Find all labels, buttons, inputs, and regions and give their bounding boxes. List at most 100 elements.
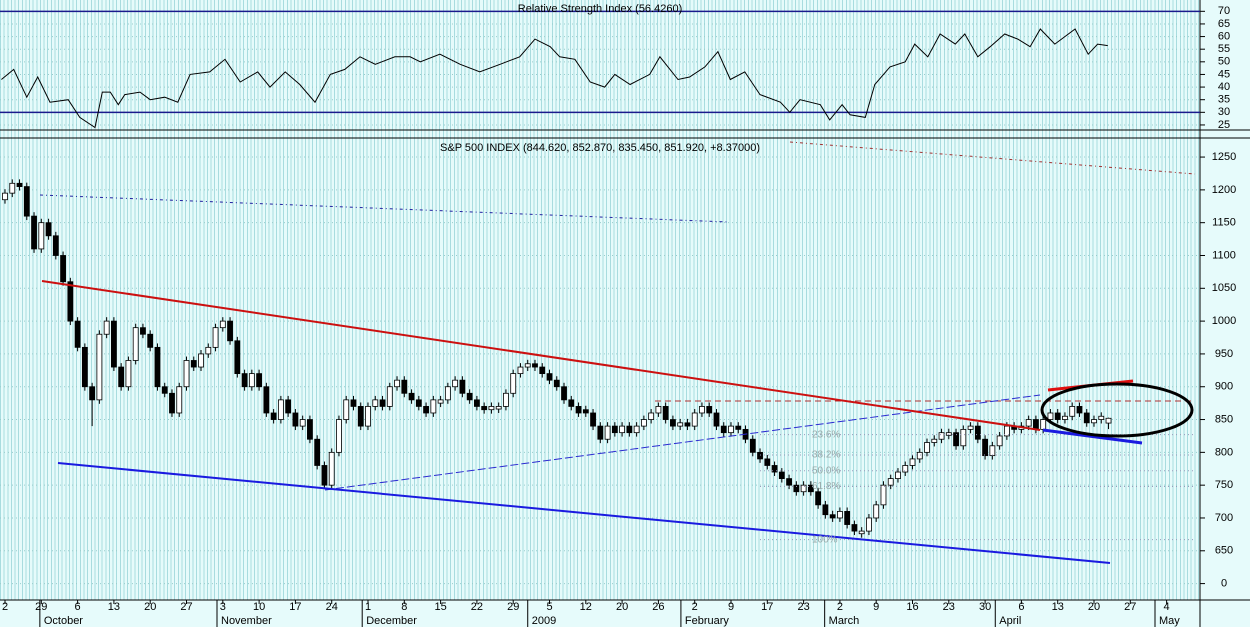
candle-body bbox=[677, 422, 684, 427]
candle-body bbox=[517, 366, 524, 375]
candle-body bbox=[895, 471, 901, 480]
candle-body bbox=[546, 373, 553, 381]
candle-body bbox=[67, 281, 74, 322]
candle-body bbox=[728, 425, 734, 434]
candle-body bbox=[495, 406, 502, 410]
candle-body bbox=[1054, 412, 1061, 420]
x-tick-label: 23 bbox=[797, 601, 809, 613]
candle-body bbox=[277, 399, 284, 420]
candle-body bbox=[778, 471, 785, 480]
x-tick-label: 30 bbox=[979, 601, 991, 613]
x-tick-label: 27 bbox=[1124, 601, 1136, 613]
y-tick-label: 850 bbox=[1215, 413, 1233, 425]
x-tick-label: 2 bbox=[2, 601, 8, 613]
candle-body bbox=[270, 412, 277, 420]
candle-body bbox=[248, 373, 255, 388]
y-tick-label: 750 bbox=[1215, 479, 1233, 491]
highlight-ellipse bbox=[1040, 382, 1194, 438]
candle-body bbox=[590, 412, 596, 427]
candle-body bbox=[415, 399, 422, 407]
trendline bbox=[57, 462, 1111, 564]
candle-body bbox=[299, 419, 306, 427]
candle-body bbox=[771, 465, 778, 473]
candle-body bbox=[23, 186, 30, 217]
x-tick-label: 2 bbox=[692, 601, 698, 613]
candle-body bbox=[604, 425, 611, 440]
y-tick-label: 50 bbox=[1218, 56, 1230, 68]
candle-body bbox=[314, 438, 321, 466]
candle-body bbox=[263, 386, 270, 414]
candle-body bbox=[945, 432, 952, 436]
candle-body bbox=[597, 425, 604, 440]
trendline bbox=[41, 280, 1041, 431]
x-tick-label: 13 bbox=[1052, 601, 1064, 613]
candle-body bbox=[510, 373, 517, 394]
month-label: May bbox=[1159, 615, 1180, 627]
x-tick-label: 6 bbox=[1018, 601, 1024, 613]
candle-body bbox=[684, 422, 691, 427]
candle-body bbox=[31, 215, 37, 250]
candle-body bbox=[909, 458, 916, 466]
candle-body bbox=[125, 360, 132, 388]
candle-body bbox=[691, 412, 698, 427]
candle-body bbox=[176, 386, 183, 414]
candle-body bbox=[815, 491, 822, 506]
candle-body bbox=[1083, 412, 1090, 424]
y-tick-label: 1000 bbox=[1212, 315, 1236, 327]
month-label: March bbox=[829, 615, 860, 627]
x-tick-label: 29 bbox=[507, 601, 519, 613]
candle-body bbox=[328, 451, 335, 486]
candle-body bbox=[307, 419, 313, 440]
candle-body bbox=[212, 327, 219, 348]
trendline bbox=[324, 394, 1041, 491]
candle-body bbox=[582, 409, 589, 414]
candle-body bbox=[1091, 419, 1097, 424]
candle-body bbox=[481, 406, 488, 411]
candle-body bbox=[735, 425, 742, 430]
candle-body bbox=[757, 451, 763, 460]
candle-body bbox=[699, 406, 705, 414]
candle-body bbox=[611, 425, 618, 434]
y-tick-label: 900 bbox=[1215, 381, 1233, 393]
candle-body bbox=[996, 435, 1003, 447]
candle-body bbox=[343, 399, 350, 420]
y-tick-label: 1050 bbox=[1212, 282, 1236, 294]
candle-body bbox=[336, 419, 342, 453]
month-label: October bbox=[44, 615, 83, 627]
month-label: April bbox=[999, 615, 1021, 627]
candle-body bbox=[793, 484, 800, 493]
candle-body bbox=[807, 484, 814, 493]
candle-body bbox=[887, 478, 894, 486]
rsi-title: Relative Strength Index (56.4260) bbox=[518, 3, 683, 15]
x-tick-label: 24 bbox=[326, 601, 338, 613]
candle-body bbox=[967, 425, 974, 430]
candle-body bbox=[837, 511, 843, 519]
candle-body bbox=[866, 517, 872, 532]
candle-body bbox=[1076, 406, 1083, 414]
x-tick-label: 17 bbox=[761, 601, 773, 613]
y-tick-label: 700 bbox=[1215, 512, 1233, 524]
candle-body bbox=[205, 346, 212, 355]
axis-strip bbox=[0, 600, 1250, 627]
candle-body bbox=[532, 363, 538, 368]
y-tick-label: 650 bbox=[1215, 545, 1233, 557]
candle-body bbox=[103, 320, 110, 335]
candle-body bbox=[829, 514, 836, 519]
candle-body bbox=[444, 386, 451, 401]
fib-label: 38.2% bbox=[812, 450, 840, 461]
candle-body bbox=[60, 255, 66, 283]
y-tick-label: 65 bbox=[1218, 18, 1230, 30]
candle-body bbox=[640, 419, 647, 427]
candle-body bbox=[89, 386, 96, 401]
x-tick-label: 2 bbox=[837, 601, 843, 613]
x-tick-label: 8 bbox=[401, 601, 407, 613]
candle-body bbox=[1033, 419, 1039, 430]
candle-body bbox=[96, 333, 103, 401]
candle-body bbox=[1040, 419, 1047, 430]
candle-body bbox=[953, 432, 959, 447]
fib-label: 61.8% bbox=[812, 481, 840, 492]
candle-body bbox=[365, 406, 371, 427]
candle-body bbox=[539, 366, 546, 375]
candle-body bbox=[394, 379, 400, 388]
